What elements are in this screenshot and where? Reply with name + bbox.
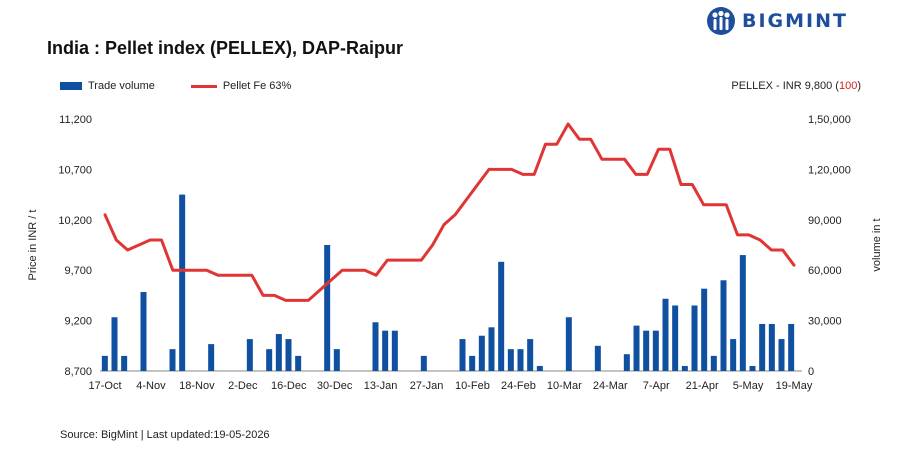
- volume-bar: [498, 261, 505, 371]
- volume-bar: [179, 194, 186, 371]
- volume-bar: [594, 345, 601, 371]
- pellex-prefix: PELLEX - INR 9,800 (: [731, 80, 839, 92]
- pellex-change: 100: [838, 80, 858, 92]
- volume-bar: [701, 288, 708, 371]
- volume-bar: [759, 323, 766, 371]
- volume-bar: [169, 349, 176, 371]
- volume-bar: [372, 322, 379, 371]
- x-tick-label: 18-Nov: [179, 380, 215, 392]
- x-tick-label: 24-Feb: [501, 380, 536, 392]
- volume-bar: [420, 355, 427, 371]
- y-right-tick-label: 0: [808, 366, 814, 378]
- volume-bar: [140, 292, 147, 371]
- x-tick-label: 2-Dec: [228, 380, 258, 392]
- y-left-axis-title: Price in INR / t: [27, 210, 39, 281]
- volume-bar: [565, 317, 572, 371]
- y-left-tick-label: 9,200: [64, 316, 92, 328]
- bigmint-logo-icon: [707, 7, 735, 35]
- volume-bar: [662, 298, 669, 371]
- chart-title: India : Pellet index (PELLEX), DAP-Raipu…: [47, 38, 404, 58]
- x-tick-label: 7-Apr: [643, 380, 670, 392]
- volume-bar: [739, 255, 746, 371]
- volume-bar: [333, 349, 340, 371]
- x-tick-label: 10-Mar: [547, 380, 582, 392]
- volume-bar: [111, 317, 118, 371]
- volume-bar: [391, 330, 398, 371]
- volume-bar: [710, 355, 717, 371]
- volume-bar: [517, 349, 524, 371]
- x-tick-label: 24-Mar: [593, 380, 628, 392]
- volume-bar: [469, 355, 476, 371]
- bigmint-logo: BIGMINT: [706, 4, 848, 38]
- y-right-tick-label: 90,000: [808, 215, 842, 227]
- y-right-axis-title: volume in t: [871, 218, 883, 271]
- x-tick-label: 10-Feb: [455, 380, 490, 392]
- volume-bar: [285, 339, 292, 371]
- x-tick-label: 16-Dec: [271, 380, 307, 392]
- y-right-tick-label: 1,50,000: [808, 114, 851, 126]
- y-left-tick-label: 10,200: [58, 215, 92, 227]
- volume-bar: [691, 305, 698, 371]
- y-left-tick-label: 11,200: [59, 114, 92, 126]
- x-tick-label: 27-Jan: [410, 380, 444, 392]
- volume-bar: [101, 355, 108, 371]
- volume-bar: [208, 344, 215, 371]
- volume-bar: [730, 339, 737, 371]
- volume-bar: [652, 330, 659, 371]
- x-tick-label: 5-May: [733, 380, 764, 392]
- volume-bar: [478, 335, 485, 371]
- volume-bar: [536, 365, 543, 371]
- volume-bar: [507, 349, 514, 371]
- brand-name: BIGMINT: [742, 10, 848, 32]
- volume-bar: [266, 349, 273, 371]
- volume-bar: [275, 334, 282, 371]
- price-line: [103, 122, 796, 302]
- x-tick-label: 4-Nov: [136, 380, 166, 392]
- volume-bar: [246, 339, 253, 371]
- y-left-tick-label: 8,700: [64, 366, 92, 378]
- volume-bar: [788, 323, 795, 371]
- x-tick-label: 30-Dec: [317, 380, 353, 392]
- y-left-tick-label: 9,700: [64, 265, 92, 277]
- volume-bar: [672, 305, 679, 371]
- pellex-suffix: ): [857, 80, 861, 92]
- chart-legend: Trade volume Pellet Fe 63%: [60, 80, 291, 92]
- volume-bar: [121, 355, 128, 371]
- volume-bar: [623, 354, 630, 371]
- volume-bar: [459, 339, 466, 371]
- volume-bar: [527, 339, 534, 371]
- volume-bar: [768, 323, 775, 371]
- pellex-summary: PELLEX - INR 9,800 (100): [731, 80, 861, 92]
- y-right-tick-label: 1,20,000: [808, 164, 851, 176]
- source-note: Source: BigMint | Last updated:19-05-202…: [60, 429, 270, 441]
- volume-bar: [488, 327, 495, 371]
- x-tick-label: 21-Apr: [686, 380, 719, 392]
- y-left-tick-label: 10,700: [58, 164, 92, 176]
- x-tick-label: 13-Jan: [364, 380, 398, 392]
- y-right-tick-label: 30,000: [808, 316, 842, 328]
- legend-bar-swatch: [60, 82, 82, 90]
- x-tick-label: 17-Oct: [88, 380, 121, 392]
- y-right-tick-label: 60,000: [808, 265, 842, 277]
- legend-line-swatch: [190, 84, 217, 88]
- volume-bar: [295, 355, 302, 371]
- volume-bar: [633, 325, 640, 371]
- volume-bar: [778, 339, 785, 371]
- volume-bar: [720, 280, 727, 371]
- legend-line-label: Pellet Fe 63%: [222, 80, 292, 92]
- x-tick-label: 19-May: [776, 380, 813, 392]
- volume-bar: [749, 365, 756, 371]
- volume-bar: [681, 365, 688, 371]
- legend-bar-label: Trade volume: [88, 80, 155, 92]
- volume-bar: [324, 245, 331, 371]
- volume-bar: [643, 330, 650, 371]
- volume-bar: [382, 330, 389, 371]
